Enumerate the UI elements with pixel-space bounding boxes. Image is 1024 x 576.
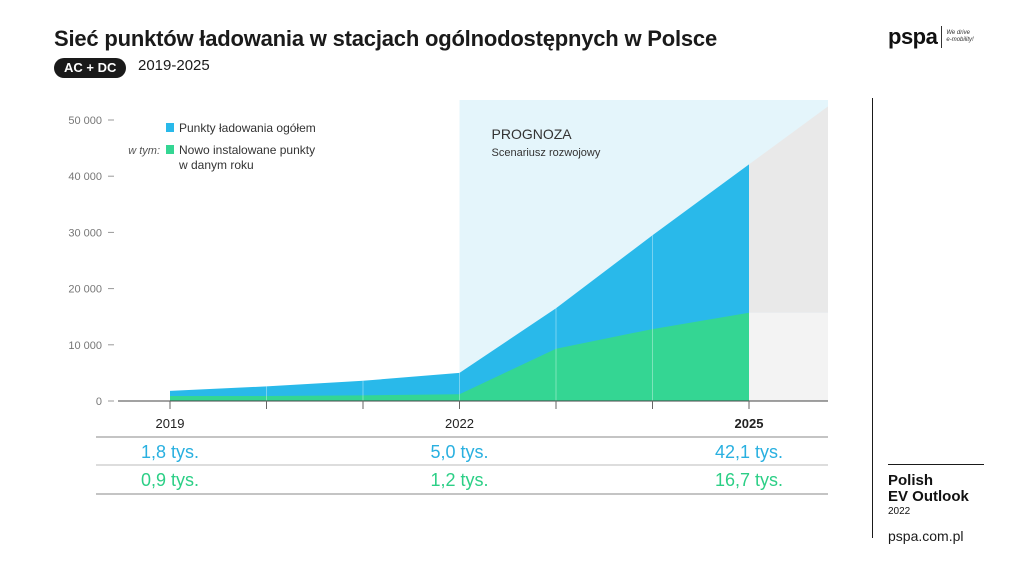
y-tick-label: 50 000 (68, 115, 102, 127)
y-tick-label: 0 (96, 396, 102, 408)
y-tick-label: 20 000 (68, 284, 102, 296)
table-cell-new: 1,2 tys. (430, 470, 488, 490)
y-tick-label: 10 000 (68, 340, 102, 352)
beyond-forecast-lower (749, 312, 828, 401)
legend-prefix: w tym: (128, 145, 160, 157)
logo-tagline-line1: We drive (946, 30, 970, 36)
series-new-area (170, 312, 749, 401)
outlook-year: 2022 (888, 506, 911, 517)
forecast-sublabel: Scenariusz rozwojowy (492, 147, 601, 159)
beyond-forecast-upper (749, 106, 828, 313)
legend-label-new-line2: w danym roku (178, 158, 254, 172)
chart-title: Sieć punktów ładowania w stacjach ogólno… (54, 26, 718, 51)
y-tick-label: 40 000 (68, 171, 102, 183)
logo-wordmark: pspa (888, 24, 938, 49)
table-cell-new: 0,9 tys. (141, 470, 199, 490)
logo-tagline: We drive e-mobility! (946, 30, 973, 44)
legend-swatch-total (166, 123, 174, 132)
logo-divider (941, 26, 943, 48)
outlook-line2: EV Outlook (888, 488, 969, 505)
year-range: 2019-2025 (138, 57, 210, 74)
ac-dc-badge: AC + DC (54, 58, 127, 78)
x-tick-label: 2025 (735, 416, 764, 431)
logo-tagline-line2: e-mobility! (946, 37, 974, 43)
legend-swatch-new (166, 145, 174, 154)
vertical-divider (872, 98, 873, 538)
x-tick-label: 2019 (156, 416, 185, 431)
table-cell-total: 1,8 tys. (141, 442, 199, 462)
website-link[interactable]: pspa.com.pl (888, 528, 964, 544)
ev-outlook-logo: Polish EV Outlook 2022 (888, 464, 984, 517)
table-cell-total: 42,1 tys. (715, 442, 783, 462)
outlook-line1: Polish (888, 472, 934, 489)
y-tick-label: 30 000 (68, 227, 102, 239)
legend-label-total: Punkty ładowania ogółem (179, 121, 316, 135)
pspa-logo: pspa We drive e-mobility! (888, 24, 974, 50)
x-tick-label: 2022 (445, 416, 474, 431)
forecast-label: PROGNOZA (492, 126, 573, 142)
table-cell-new: 16,7 tys. (715, 470, 783, 490)
table-cell-total: 5,0 tys. (430, 442, 488, 462)
legend-label-new-line1: Nowo instalowane punkty (179, 143, 315, 157)
